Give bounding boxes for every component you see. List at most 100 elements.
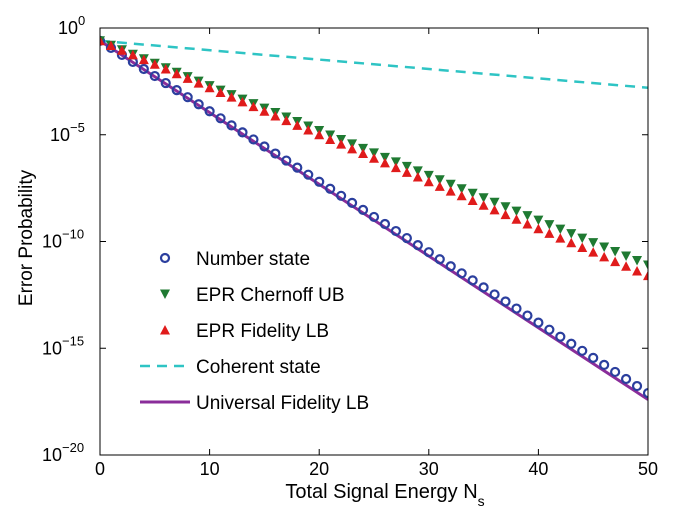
data-point — [182, 92, 193, 103]
data-point — [631, 380, 643, 392]
data-point — [489, 197, 500, 208]
data-point — [204, 82, 215, 93]
data-point — [401, 167, 412, 177]
data-point — [445, 261, 456, 272]
data-point — [620, 373, 632, 385]
x-tick-label: 20 — [309, 459, 329, 479]
data-point — [325, 183, 336, 194]
data-point — [379, 152, 390, 163]
data-point — [281, 155, 292, 166]
data-point — [368, 211, 380, 223]
data-point — [182, 73, 193, 83]
data-point — [555, 233, 566, 243]
data-point — [533, 317, 544, 328]
axes: 0 10 20 30 40 50 100 10−5 10−10 10−15 10−20 — [42, 13, 658, 479]
data-point — [489, 289, 500, 300]
data-point — [599, 242, 610, 253]
data-point — [500, 202, 511, 212]
legend-swatch — [160, 325, 170, 335]
data-point — [346, 197, 358, 208]
data-point — [149, 59, 160, 69]
data-point — [412, 240, 423, 251]
data-point — [478, 200, 489, 210]
data-point — [423, 176, 434, 187]
data-point — [522, 310, 533, 321]
data-point — [401, 232, 412, 244]
data-point — [226, 120, 237, 131]
x-axis-label: Total Signal Energy Ns — [285, 481, 484, 508]
data-point — [522, 218, 533, 229]
data-point — [390, 225, 402, 237]
data-point — [643, 270, 648, 281]
data-point — [533, 215, 544, 226]
data-point — [248, 134, 259, 145]
x-tick-label: 30 — [419, 459, 439, 479]
y-tick-label: 100 — [58, 13, 85, 38]
data-point — [500, 296, 511, 307]
legend-swatch — [160, 289, 170, 299]
data-point — [237, 127, 248, 138]
data-point — [599, 251, 610, 262]
data-point — [544, 324, 555, 335]
series-epr-fidelity-lb — [100, 35, 648, 281]
data-point — [369, 153, 379, 163]
data-point — [566, 229, 577, 239]
series-group — [100, 35, 648, 401]
data-point — [434, 181, 445, 191]
data-point — [621, 251, 632, 262]
data-point — [303, 169, 314, 180]
data-point — [369, 148, 379, 158]
data-point — [566, 237, 577, 248]
data-point — [544, 220, 555, 230]
y-axis-label: Error Probability — [16, 169, 37, 306]
legend-item-epr-chernoff-ub: EPR Chernoff UB — [160, 285, 345, 306]
data-point — [610, 256, 621, 267]
legend-swatch — [159, 252, 171, 264]
data-point — [105, 40, 116, 51]
data-point — [478, 282, 489, 293]
legend-label: Number state — [196, 249, 310, 270]
data-point — [292, 120, 303, 130]
legend-label: EPR Chernoff UB — [196, 285, 345, 306]
data-point — [259, 106, 270, 116]
series-line-coherent-state — [100, 39, 648, 90]
data-point — [390, 157, 401, 167]
data-point — [138, 63, 149, 75]
data-point — [456, 268, 467, 279]
data-point — [610, 366, 621, 378]
data-point — [357, 204, 369, 216]
data-point — [467, 275, 478, 286]
data-point — [160, 77, 171, 89]
data-point — [390, 162, 401, 173]
series-number-state — [100, 35, 648, 399]
data-point — [467, 188, 478, 199]
data-point — [643, 260, 648, 270]
data-point — [445, 179, 456, 190]
y-tick-label: 10−20 — [42, 440, 84, 465]
data-point — [160, 63, 171, 74]
data-point — [632, 265, 643, 276]
data-point — [412, 166, 423, 176]
legend-item-epr-fidelity-lb: EPR Fidelity LB — [160, 321, 329, 342]
x-tick-label: 40 — [528, 459, 548, 479]
legend-label: Universal Fidelity LB — [196, 393, 369, 414]
data-point — [566, 338, 577, 349]
data-point — [577, 242, 588, 252]
data-point — [226, 92, 237, 102]
data-point — [511, 206, 522, 217]
data-point — [259, 141, 270, 152]
data-point — [412, 172, 423, 182]
data-point — [215, 87, 226, 97]
data-point — [511, 303, 522, 314]
data-point — [588, 352, 599, 363]
y-tick-label: 10−15 — [42, 333, 84, 358]
data-point — [555, 224, 566, 235]
data-point — [379, 218, 391, 230]
data-point — [100, 35, 106, 46]
data-point — [204, 106, 215, 117]
data-point — [270, 110, 281, 121]
data-point — [511, 214, 522, 224]
data-point — [314, 129, 325, 140]
data-point — [489, 204, 500, 215]
